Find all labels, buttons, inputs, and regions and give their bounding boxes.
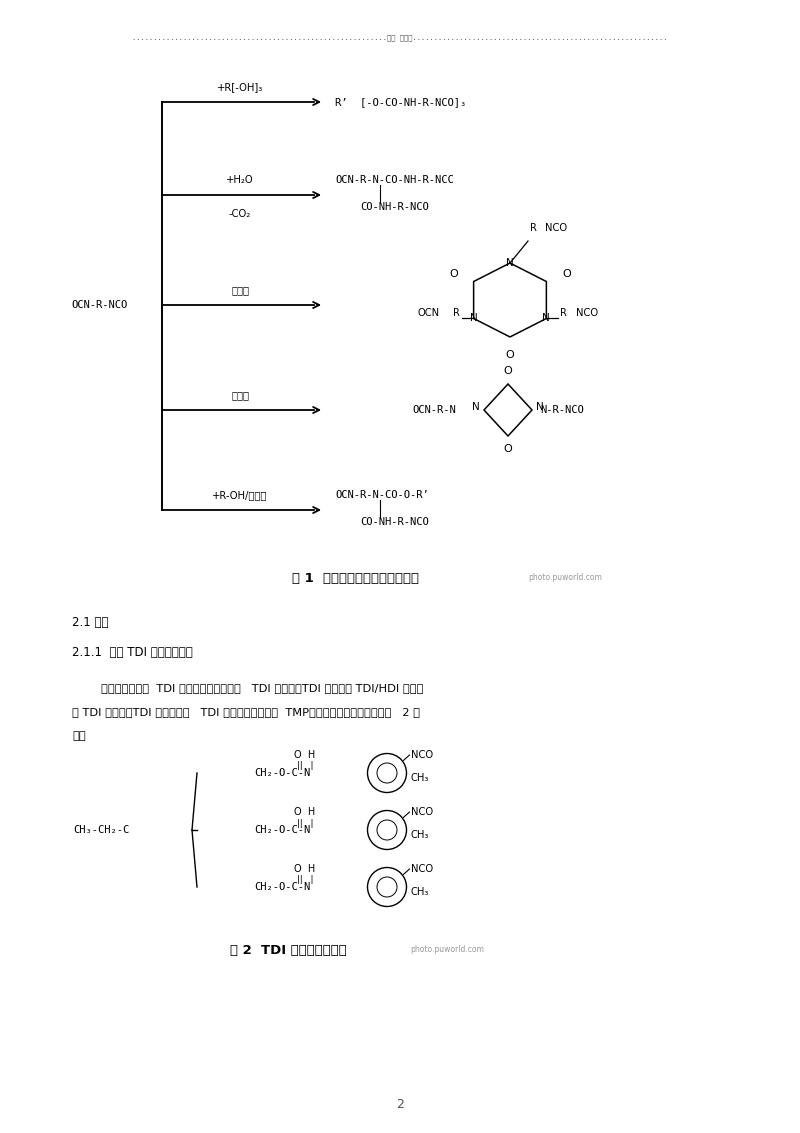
- Text: N: N: [542, 314, 550, 324]
- Text: CH₂-O-C-N: CH₂-O-C-N: [254, 825, 310, 835]
- Text: N: N: [506, 258, 514, 269]
- Text: O: O: [450, 269, 458, 279]
- Text: CO-NH-R-NCO: CO-NH-R-NCO: [360, 202, 429, 212]
- Text: O  H: O H: [294, 864, 316, 874]
- Text: OCN-R-N: OCN-R-N: [412, 404, 456, 415]
- Text: OCN-R-NCO: OCN-R-NCO: [72, 300, 128, 310]
- Text: 图 2  TDI 加成物的结构式: 图 2 TDI 加成物的结构式: [230, 944, 346, 956]
- Text: ||   |: || |: [297, 761, 314, 770]
- Text: R: R: [560, 308, 567, 318]
- Text: ||   |: || |: [297, 876, 314, 885]
- Text: O: O: [504, 444, 512, 454]
- Text: N-R-NCO: N-R-NCO: [540, 404, 584, 415]
- Text: 和 TDI 预聚物。TDI 加成物是由   TDI 和三羟甲基丙烷（  TMP）加成所得，其结构式如图   2 所: 和 TDI 预聚物。TDI 加成物是由 TDI 和三羟甲基丙烷（ TMP）加成所…: [72, 707, 420, 717]
- Text: N: N: [472, 402, 480, 412]
- Text: R: R: [453, 308, 460, 318]
- Text: photo.puworld.com: photo.puworld.com: [410, 946, 484, 954]
- Text: O: O: [504, 366, 512, 376]
- Text: +R-OH/淨化剂: +R-OH/淨化剂: [212, 489, 268, 500]
- Text: 图 1  二异氰酸鄠聚合反应示意图: 图 1 二异氰酸鄠聚合反应示意图: [291, 571, 418, 585]
- Text: O: O: [562, 269, 570, 279]
- Text: ||   |: || |: [297, 818, 314, 827]
- Text: NCO: NCO: [576, 308, 598, 318]
- Text: 2: 2: [396, 1099, 404, 1111]
- Text: O  H: O H: [294, 750, 316, 760]
- Text: 示。: 示。: [72, 731, 86, 741]
- Text: O: O: [506, 350, 514, 360]
- Text: N: N: [536, 402, 544, 412]
- Text: CH₂-O-C-N: CH₂-O-C-N: [254, 768, 310, 778]
- Text: NCO: NCO: [410, 807, 433, 817]
- Text: 淨化剂: 淨化剂: [231, 390, 249, 400]
- Text: OCN-R-N-CO-NH-R-NCC: OCN-R-N-CO-NH-R-NCC: [335, 174, 454, 185]
- Text: 目前市场上基于  TDI 的聚异氰酸鄠主要有   TDI 加成物、TDI 三聚体、 TDI/HDI 共聚物: 目前市场上基于 TDI 的聚异氰酸鄠主要有 TDI 加成物、TDI 三聚体、 T…: [72, 683, 423, 693]
- Text: CH₃: CH₃: [410, 830, 429, 840]
- Text: +R[-OH]₃: +R[-OH]₃: [217, 82, 263, 92]
- Text: CH₃-CH₂-C: CH₃-CH₂-C: [74, 825, 130, 835]
- Text: -CO₂: -CO₂: [229, 208, 251, 219]
- Text: NCO: NCO: [545, 223, 567, 233]
- Text: NCO: NCO: [410, 864, 433, 874]
- Text: R: R: [530, 223, 537, 233]
- Text: CH₃: CH₃: [410, 773, 429, 783]
- Text: NCO: NCO: [410, 750, 433, 760]
- Text: R’  [-O-CO-NH-R-NCO]₃: R’ [-O-CO-NH-R-NCO]₃: [335, 97, 466, 107]
- Text: CH₃: CH₃: [410, 887, 429, 897]
- Text: N: N: [470, 314, 478, 324]
- Text: O  H: O H: [294, 807, 316, 817]
- Text: 催化剂: 催化剂: [231, 286, 249, 295]
- Text: 2.1.1  基于 TDI 的聚异氰酸鄠: 2.1.1 基于 TDI 的聚异氰酸鄠: [72, 646, 193, 658]
- Text: ............................................................最新 科推荐..............: ........................................…: [132, 35, 668, 41]
- Text: OCN: OCN: [418, 308, 440, 318]
- Text: CH₂-O-C-N: CH₂-O-C-N: [254, 881, 310, 892]
- Text: 2.1 类型: 2.1 类型: [72, 615, 109, 629]
- Text: photo.puworld.com: photo.puworld.com: [528, 573, 602, 582]
- Text: +H₂O: +H₂O: [226, 174, 254, 185]
- Text: OCN-R-N-CO-O-R’: OCN-R-N-CO-O-R’: [335, 489, 429, 500]
- Text: CO-NH-R-NCO: CO-NH-R-NCO: [360, 517, 429, 527]
